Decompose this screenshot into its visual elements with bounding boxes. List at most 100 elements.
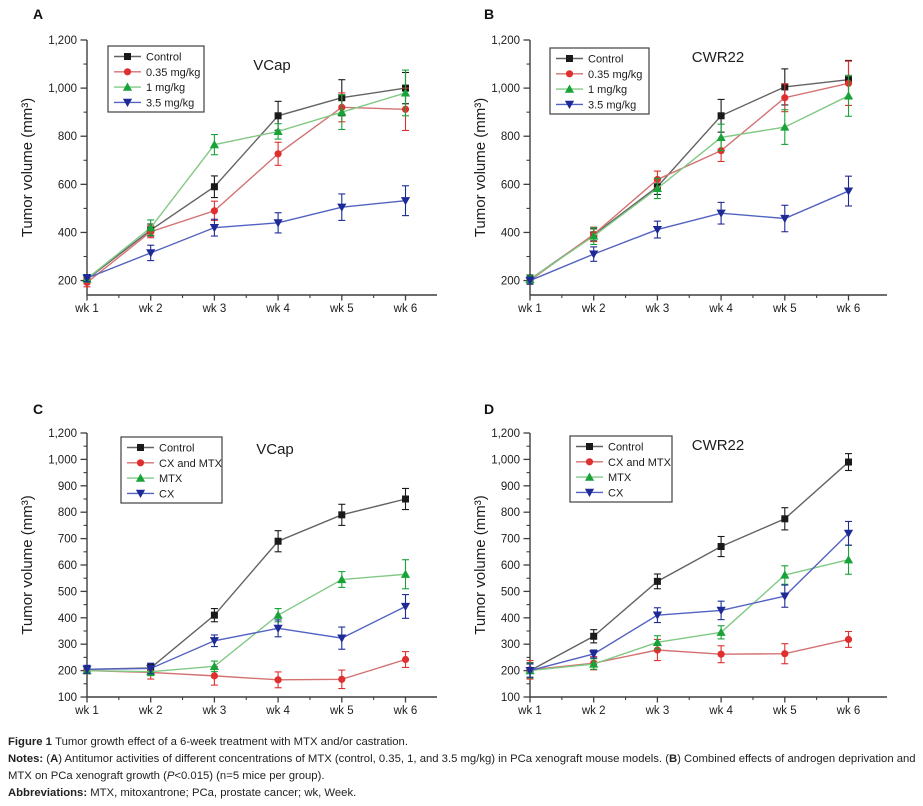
x-tick-label: wk 4 [708, 303, 733, 315]
legend-item: 1 mg/kg [556, 84, 627, 96]
y-axis-label: Tumor volume (mm³) [472, 98, 489, 237]
x-tick-label: wk 2 [581, 303, 606, 315]
y-axis-ticks: 200 400 600 800 1,000 1,200 [491, 35, 530, 288]
legend-item: 0.35 mg/kg [556, 69, 642, 81]
x-tick-label: wk 5 [772, 303, 797, 315]
y-tick-label: 400 [58, 227, 77, 239]
y-tick-label: 100 [58, 692, 77, 704]
caption-segment: P [166, 770, 175, 782]
y-tick-label: 200 [58, 666, 77, 678]
legend: Control 0.35 mg/kg 1 mg/kg 3.5 mg/kg [107, 45, 205, 113]
y-tick-label: 1,200 [491, 35, 520, 47]
legend-label: Control [588, 54, 623, 66]
caption-segment: Figure 1 [8, 736, 56, 748]
axes [529, 40, 887, 296]
x-tick-label: wk 6 [836, 705, 861, 717]
y-tick-label: 1,000 [48, 454, 77, 466]
y-tick-label: 400 [501, 227, 520, 239]
y-tick-label: 600 [58, 179, 77, 191]
legend-label: CX [608, 487, 624, 499]
x-tick-label: wk 3 [202, 705, 227, 717]
legend-label: 0.35 mg/kg [146, 67, 200, 79]
chart-title: CWR22 [692, 437, 745, 454]
chart-title: VCap [256, 441, 294, 458]
panel-label-b: B [484, 6, 495, 22]
x-axis-ticks: wk 1 wk 2 wk 3 wk 4 wk 5 wk 6 [74, 295, 417, 315]
caption-segment: <0.015) (n=5 mice per group). [174, 770, 325, 782]
legend-item: CX and MTX [576, 457, 672, 469]
caption-abbreviations-line: Abbreviations: MTX, mitoxantrone; PCa, p… [8, 785, 918, 802]
series-0-35-mg-kg [83, 87, 410, 288]
x-tick-label: wk 3 [645, 705, 670, 717]
x-tick-label: wk 3 [645, 303, 670, 315]
x-tick-label: wk 2 [138, 705, 163, 717]
y-tick-label: 700 [501, 534, 520, 546]
y-tick-label: 800 [501, 131, 520, 143]
y-tick-label: 600 [501, 560, 520, 572]
chart-panel-c: 100 200 300 400 500 600 700 800 900 1,000 1,200 wk … [0, 390, 460, 734]
x-axis-ticks: wk 1 wk 2 wk 3 wk 4 wk 5 wk 6 [517, 697, 860, 717]
caption-figure-line: Figure 1 Tumor growth effect of a 6-week… [8, 734, 918, 751]
legend-label: MTX [159, 473, 183, 485]
y-axis-ticks: 100 200 300 400 500 600 700 800 900 1,000 1,200 [491, 428, 530, 704]
caption-segment: Tumor growth effect of a 6-week treatmen… [55, 736, 408, 748]
y-tick-label: 800 [501, 507, 520, 519]
x-tick-label: wk 1 [517, 303, 542, 315]
x-tick-label: wk 6 [393, 303, 418, 315]
legend-item: Control [556, 54, 623, 66]
chart-panel-a: 200 400 600 800 1,000 1,200 wk 1 wk 2 wk 3 wk 4 wk… [0, 0, 460, 348]
y-tick-label: 400 [501, 613, 520, 625]
legend-label: 3.5 mg/kg [146, 97, 194, 109]
caption-notes-line: Notes: (A) Antitumor activities of diffe… [8, 751, 918, 785]
chart-title: VCap [253, 57, 291, 74]
x-axis-ticks: wk 1 wk 2 wk 3 wk 4 wk 5 wk 6 [517, 295, 860, 315]
series-cx-and-mtx [526, 630, 853, 680]
y-axis-ticks: 200 400 600 800 1,000 1,200 [48, 35, 87, 288]
caption-segment: ) Antitumor activities of different conc… [58, 753, 669, 765]
y-tick-label: 200 [501, 276, 520, 288]
figure-caption: Figure 1 Tumor growth effect of a 6-week… [8, 734, 918, 802]
legend-label: CX and MTX [159, 458, 223, 470]
legend: Control 0.35 mg/kg 1 mg/kg 3.5 mg/kg [549, 47, 650, 115]
y-tick-label: 1,000 [491, 83, 520, 95]
legend-item: MTX [576, 472, 632, 484]
legend: Control CX and MTX MTX CX [569, 435, 673, 503]
x-tick-label: wk 5 [329, 303, 354, 315]
caption-segment: ) Combined effects of androgen deprivati… [8, 753, 916, 782]
legend-label: Control [608, 442, 643, 454]
legend-label: 1 mg/kg [146, 82, 185, 94]
legend-item: CX [127, 488, 175, 500]
series-cx-and-mtx [83, 651, 410, 690]
panel-label-c: C [33, 401, 44, 417]
caption-segment: Abbreviations: [8, 787, 91, 799]
y-tick-label: 100 [501, 692, 520, 704]
legend-item: MTX [127, 473, 183, 485]
x-tick-label: wk 4 [265, 705, 290, 717]
legend-item: CX and MTX [127, 458, 223, 470]
legend-label: 3.5 mg/kg [588, 99, 636, 111]
legend: Control CX and MTX MTX CX [120, 436, 223, 504]
y-tick-label: 1,000 [48, 83, 77, 95]
series-3-5-mg-kg [82, 185, 411, 283]
legend-item: 0.35 mg/kg [114, 67, 200, 79]
caption-segment: B [668, 753, 678, 765]
legend-label: Control [146, 52, 181, 64]
chart-d-cwr22-castration: 100 200 300 400 500 600 700 800 900 1,000 1,200 wk … [472, 428, 887, 717]
caption-segment: A [50, 753, 59, 765]
series-control [83, 487, 409, 673]
y-tick-label: 300 [58, 639, 77, 651]
caption-segment: ( [46, 753, 51, 765]
y-tick-label: 500 [58, 586, 77, 598]
x-tick-label: wk 1 [74, 705, 99, 717]
legend-label: 1 mg/kg [588, 84, 627, 96]
legend-label: MTX [608, 472, 632, 484]
panel-label-d: D [484, 401, 495, 417]
panel-label-a: A [33, 6, 44, 22]
x-tick-label: wk 2 [138, 303, 163, 315]
chart-panel-d: 100 200 300 400 500 600 700 800 900 1,000 1,200 wk … [460, 390, 923, 734]
y-axis-label: Tumor volume (mm³) [19, 98, 36, 237]
y-tick-label: 900 [501, 481, 520, 493]
y-tick-label: 800 [58, 131, 77, 143]
caption-segment: Notes: [8, 753, 47, 765]
